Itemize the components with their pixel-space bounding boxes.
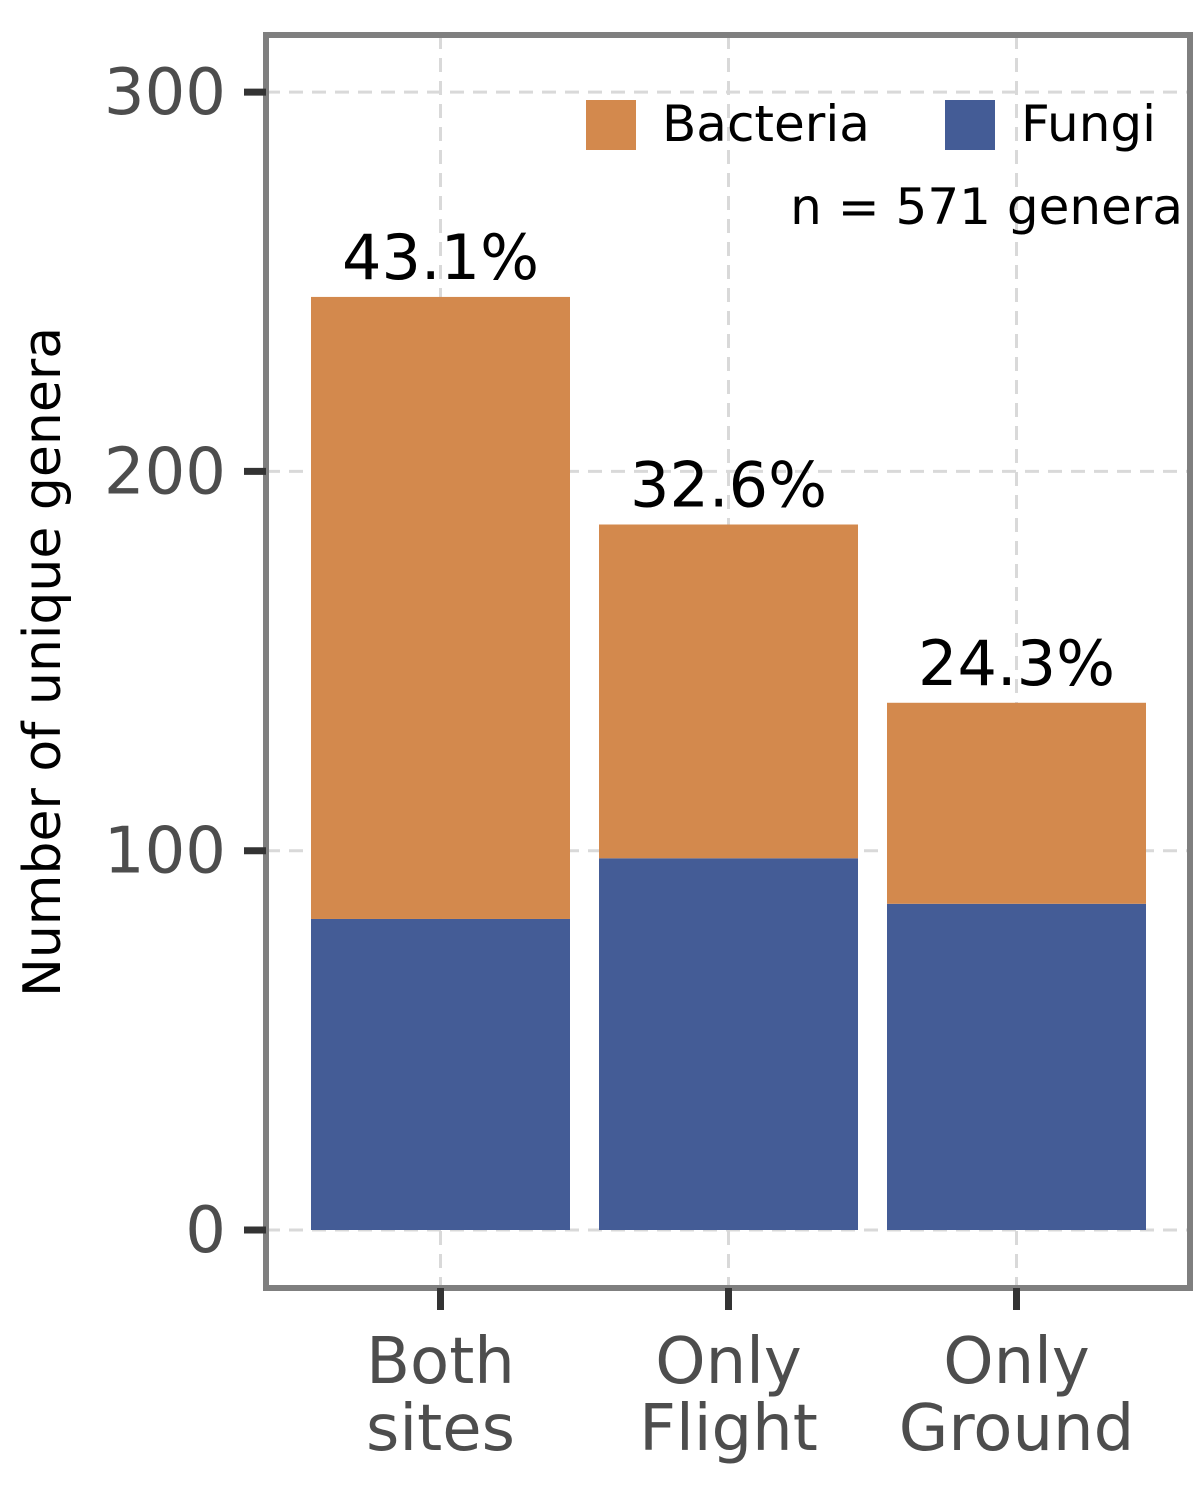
bar-percentage-label: 32.6% (630, 449, 827, 522)
bar-percentage-labels: 43.1% 32.6% 24.3% (342, 221, 1115, 700)
legend-label-fungi: Fungi (1021, 95, 1156, 153)
x-tick-label: Only (655, 1325, 802, 1399)
bar-bacteria (599, 524, 858, 859)
x-tick-label: Flight (639, 1392, 818, 1466)
legend-label-bacteria: Bacteria (662, 95, 870, 153)
x-tick-label: Both (366, 1325, 515, 1399)
bar-percentage-label: 43.1% (342, 221, 539, 294)
y-tick-label: 0 (185, 1194, 226, 1268)
bars (311, 296, 1146, 1230)
bar-fungi (311, 918, 570, 1230)
bar-fungi (599, 858, 858, 1230)
legend: Bacteria Fungi n = 571 genera (586, 95, 1183, 236)
y-tick-label: 300 (104, 56, 226, 130)
legend-swatch-fungi (945, 100, 995, 150)
y-tick-label: 100 (104, 815, 226, 889)
bar-percentage-label: 24.3% (918, 627, 1115, 700)
y-axis-title: Number of unique genera (13, 327, 73, 997)
x-tick-label: Ground (899, 1392, 1134, 1466)
x-tick-label: sites (366, 1392, 515, 1466)
bar-fungi (887, 903, 1146, 1230)
bar-bacteria (887, 702, 1146, 904)
y-axis: 0 100 200 300 (104, 56, 266, 1268)
y-tick-label: 200 (104, 435, 226, 509)
legend-swatch-bacteria (586, 100, 636, 150)
x-tick-label: Only (943, 1325, 1090, 1399)
legend-sample-size-note: n = 571 genera (790, 178, 1183, 236)
bar-bacteria (311, 296, 570, 919)
